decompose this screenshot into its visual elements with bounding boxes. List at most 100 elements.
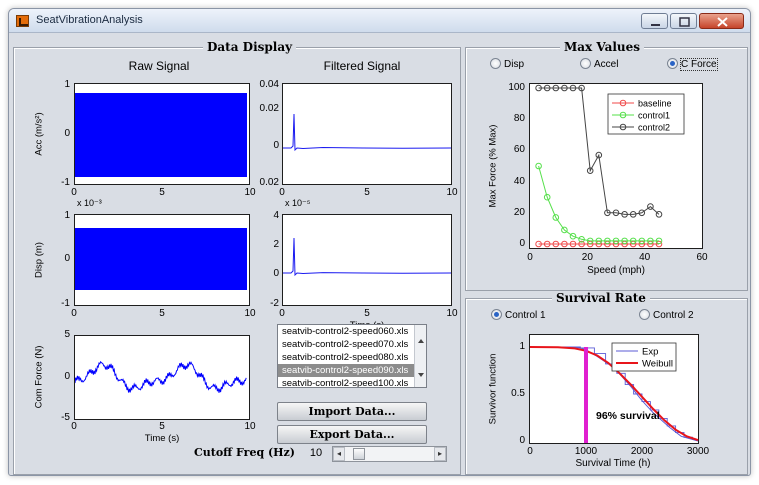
legend-marker-baseline [619, 99, 627, 107]
raw-disp-xtick: 10 [244, 308, 256, 319]
data-point-control1 [578, 236, 585, 243]
data-point-control1 [561, 226, 568, 234]
data-point-control2 [569, 84, 577, 92]
radio-accel[interactable]: Accel [580, 58, 618, 70]
max-xlabel: Speed (mph) [587, 265, 645, 276]
data-point-control2 [621, 211, 628, 218]
legend-marker-control1 [619, 111, 627, 119]
legend-label-baseline: baseline [638, 99, 672, 109]
radio-control-2[interactable]: Control 2 [639, 309, 694, 321]
radio-disp[interactable]: Disp [490, 58, 524, 70]
data-point-control1 [604, 237, 611, 245]
filtered-disp-xtick: 0 [279, 308, 285, 319]
cutoff-freq-label: Cutoff Freq (Hz) [194, 446, 296, 459]
acc-ylabel: Acc (m/s²) [33, 112, 45, 156]
max-force-axes[interactable]: baseline control1 control2 [529, 83, 703, 249]
data-point-control2 [595, 151, 603, 159]
raw-acc-xtick: 10 [244, 187, 256, 198]
filtered-acc-axes[interactable] [282, 83, 452, 185]
app-window: SeatVibrationAnalysis Data Display Max V… [8, 8, 751, 476]
data-point-control2 [543, 84, 551, 92]
file-list-scrollbar[interactable] [414, 325, 426, 387]
survival-axes[interactable]: Exp Weibull 96% survival [529, 334, 699, 444]
filtered-disp-signal [283, 237, 452, 277]
data-point-control2 [655, 211, 663, 218]
filtered-acc-ytick: 0.02 [259, 177, 279, 188]
max-values-title: Max Values [560, 40, 645, 54]
file-list-item[interactable]: seatvib-control2-speed080.xls [282, 352, 409, 363]
minimize-icon [651, 24, 660, 26]
max-ylabel: Max Force (% Max) [487, 124, 499, 208]
data-point-control2 [586, 167, 594, 174]
filtered-acc-ytick: 0 [273, 140, 279, 151]
data-point-baseline [578, 240, 585, 248]
max-values-panel: Max Values [465, 40, 748, 291]
filtered-acc-ytick: 0.02 [259, 103, 279, 114]
file-list-item[interactable]: seatvib-control2-speed090.xls [278, 364, 426, 377]
cutoff-freq-slider[interactable]: ◂ ▸ [332, 446, 447, 462]
radio-disp-dot [490, 58, 501, 69]
data-point-control1 [552, 214, 560, 221]
disp-ylabel: Disp (m) [33, 242, 45, 278]
data-display-title: Data Display [203, 40, 297, 54]
import-data-button[interactable]: Import Data... [277, 402, 427, 421]
filtered-disp-axes[interactable] [282, 214, 452, 306]
data-point-control2 [552, 84, 560, 92]
radio-c-force[interactable]: C Force [667, 58, 718, 71]
file-list-item[interactable]: seatvib-control2-speed070.xls [282, 339, 409, 350]
filtered-acc-exponent: x 10⁻⁵ [285, 198, 311, 208]
max-ytick: 40 [513, 175, 525, 187]
legend-label-control1: control1 [638, 111, 670, 121]
data-point-control1 [647, 237, 654, 245]
data-point-control2 [638, 209, 646, 217]
data-point-control2 [612, 209, 620, 217]
raw-acc-ytick: 1 [64, 79, 70, 90]
raw-acc-signal [75, 93, 247, 177]
minimize-button[interactable] [641, 13, 668, 29]
data-point-control2 [629, 211, 637, 218]
max-xtick: 60 [696, 252, 708, 263]
data-point-control1 [621, 237, 628, 245]
filtered-disp-ytick: 2 [273, 239, 279, 250]
data-point-control1 [586, 237, 594, 245]
raw-force-xtick: 10 [244, 421, 256, 432]
data-point-baseline [535, 240, 542, 248]
raw-acc-axes[interactable] [74, 83, 250, 185]
cutoff-freq-value[interactable]: 10 [309, 447, 323, 459]
raw-signal-heading: Raw Signal [128, 59, 190, 73]
raw-force-ytick: 0 [64, 371, 70, 382]
maximize-icon [679, 17, 690, 27]
file-list-item[interactable]: seatvib-control2-speed060.xls [282, 326, 409, 337]
maximize-button[interactable] [670, 13, 697, 29]
radio-c-force-dot [667, 58, 678, 69]
close-button[interactable] [699, 13, 744, 29]
data-display-panel: Data Display [13, 40, 461, 475]
slider-left-arrow-icon[interactable]: ◂ [333, 447, 345, 461]
force-ylabel: Com Force (N) [33, 345, 45, 409]
window-title: SeatVibrationAnalysis [36, 14, 143, 26]
filtered-disp-ytick: 4 [273, 210, 279, 221]
raw-force-ytick: -5 [61, 412, 70, 423]
close-icon [717, 17, 728, 27]
survival-xtick: 1000 [574, 446, 598, 457]
raw-force-axes[interactable] [74, 335, 250, 420]
raw-force-xtick: 0 [71, 421, 77, 432]
slider-thumb[interactable] [353, 448, 365, 460]
raw-acc-xtick: 0 [71, 187, 77, 198]
radio-accel-dot [580, 58, 591, 69]
file-listbox[interactable]: seatvib-control2-speed060.xls seatvib-con… [277, 324, 427, 388]
data-point-control1 [535, 162, 542, 170]
slider-right-arrow-icon[interactable]: ▸ [434, 447, 446, 461]
export-data-button[interactable]: Export Data... [277, 425, 427, 444]
file-list-item[interactable]: seatvib-control2-speed100.xls [282, 378, 409, 388]
raw-disp-axes[interactable] [74, 214, 250, 306]
raw-disp-signal [75, 228, 247, 290]
data-point-baseline [552, 240, 560, 248]
raw-force-signal [75, 360, 247, 393]
title-bar[interactable]: SeatVibrationAnalysis [9, 9, 750, 33]
survival-xtick: 0 [527, 446, 533, 457]
survival-ytick: 0 [519, 435, 525, 446]
survival-xlabel: Survival Time (h) [575, 458, 651, 469]
radio-control-1[interactable]: Control 1 [491, 309, 546, 321]
